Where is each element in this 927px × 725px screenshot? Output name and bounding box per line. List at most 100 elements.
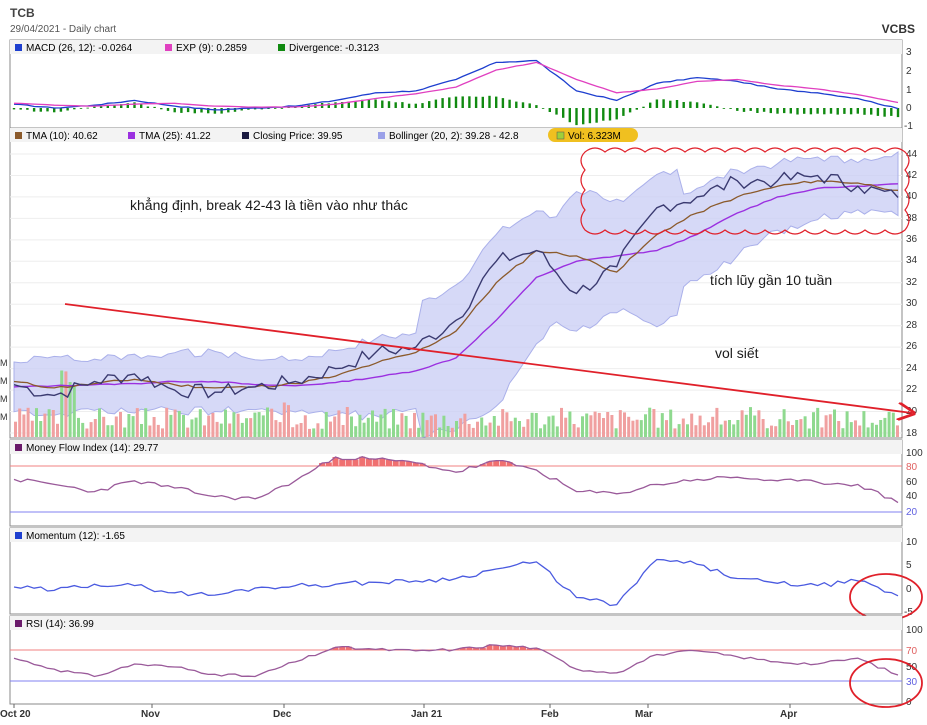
volume-bar: [324, 412, 328, 437]
mfi-panel: Money Flow Index (14): 29.77 100 80 60 4…: [9, 439, 923, 527]
volume-bar: [887, 411, 891, 437]
divergence-bar: [756, 108, 759, 113]
volume-tick: M: [0, 376, 8, 386]
divergence-bar: [180, 108, 183, 113]
price-tick: 42: [906, 170, 918, 181]
divergence-bar: [274, 108, 277, 109]
legend-divergence: Divergence: -0.3123: [289, 43, 379, 54]
volume-bar: [681, 418, 685, 437]
price-panel: TMA (10): 40.62 TMA (25): 41.22 Closing …: [0, 127, 918, 439]
divergence-bar: [655, 99, 659, 108]
mfi-fill-segment: [392, 460, 399, 466]
volume-bar: [64, 371, 68, 437]
price-tick: 40: [906, 191, 918, 202]
divergence-bar: [461, 96, 464, 108]
volume-bar: [614, 428, 618, 437]
divergence-bar: [622, 108, 625, 116]
volume-bar: [219, 423, 223, 437]
volume-bar: [106, 425, 110, 437]
divergence-bar: [762, 108, 766, 112]
divergence-bar: [120, 104, 123, 108]
price-tick: 30: [906, 298, 918, 309]
divergence-bar: [682, 102, 685, 108]
mfi-tick: 80: [906, 462, 918, 473]
volume-bar: [522, 426, 526, 437]
volume-bar: [413, 412, 416, 437]
price-tick: 32: [906, 277, 918, 288]
volume-bar: [543, 424, 547, 437]
divergence-bar: [709, 104, 712, 108]
divergence-bar: [669, 100, 672, 108]
divergence-bar: [334, 102, 337, 108]
divergence-bar: [548, 108, 551, 112]
divergence-bar: [99, 106, 103, 108]
volume-bar: [534, 413, 538, 437]
mfi-fill-segment: [419, 463, 426, 466]
mfi-fill-segment: [332, 457, 339, 466]
volume-bar: [656, 427, 660, 437]
volume-bar: [803, 416, 807, 437]
divergence-bar: [441, 98, 444, 108]
divergence-bar: [635, 108, 638, 110]
volume-bar: [72, 386, 76, 437]
volume-bar: [366, 417, 370, 437]
divergence-bar: [809, 108, 813, 115]
volume-bar: [652, 409, 656, 437]
volume-bar: [715, 407, 719, 437]
divergence-bar: [615, 108, 618, 120]
divergence-bar: [146, 106, 150, 108]
volume-bar: [81, 422, 85, 437]
legend-swatch-mfi: [15, 444, 22, 451]
volume-bar: [484, 425, 488, 437]
divergence-bar: [474, 96, 478, 108]
volume-bar: [404, 415, 408, 437]
divergence-bar: [783, 108, 786, 114]
volume-bar: [606, 412, 610, 437]
divergence-bar: [374, 99, 377, 108]
volume-bar: [816, 407, 820, 437]
volume-bar: [539, 428, 542, 437]
volume-bar: [177, 411, 181, 437]
volume-bar: [610, 415, 614, 437]
divergence-bar: [769, 108, 772, 114]
divergence-bar: [227, 108, 230, 113]
volume-bar: [98, 408, 101, 437]
legend-swatch-tma25: [128, 132, 135, 139]
divergence-bar: [749, 108, 752, 111]
volume-bar: [417, 427, 421, 437]
divergence-bar: [521, 102, 525, 108]
divergence-bar: [870, 108, 873, 115]
volume-bar: [488, 422, 492, 437]
volume-bar: [320, 428, 324, 437]
legend-bollinger: Bollinger (20, 2): 39.28 - 42.8: [389, 131, 519, 142]
momentum-axis: 10 5 0 -5: [904, 537, 918, 618]
volume-tick: M: [0, 412, 8, 422]
volume-bar: [505, 412, 509, 437]
volume-bar: [312, 428, 316, 437]
volume-bar: [791, 425, 794, 437]
volume-bar: [203, 425, 206, 437]
rsi-panel: RSI (14): 36.99 100 70 50 30 0: [9, 615, 923, 708]
divergence-bar: [66, 108, 69, 111]
volume-bar: [585, 413, 589, 437]
volume-bar: [396, 424, 400, 437]
volume-bar: [841, 428, 845, 437]
divergence-bar: [481, 96, 484, 108]
divergence-bar: [367, 100, 371, 108]
divergence-bar: [575, 108, 578, 126]
divergence-bar: [341, 102, 344, 108]
volume-bar: [190, 419, 194, 437]
volume-bar: [429, 415, 433, 437]
volume-bar: [597, 412, 601, 437]
volume-bar: [501, 409, 505, 437]
volume-bar: [879, 420, 883, 437]
volume-bar: [152, 417, 156, 437]
volume-bar: [18, 408, 22, 437]
rsi-fill-segment: [339, 646, 346, 650]
month-label: Nov: [141, 709, 160, 720]
divergence-bar: [19, 108, 22, 110]
volume-bar: [22, 414, 26, 437]
rsi-fill-segment: [499, 646, 506, 650]
divergence-bar: [32, 108, 36, 112]
divergence-bar: [361, 99, 364, 108]
